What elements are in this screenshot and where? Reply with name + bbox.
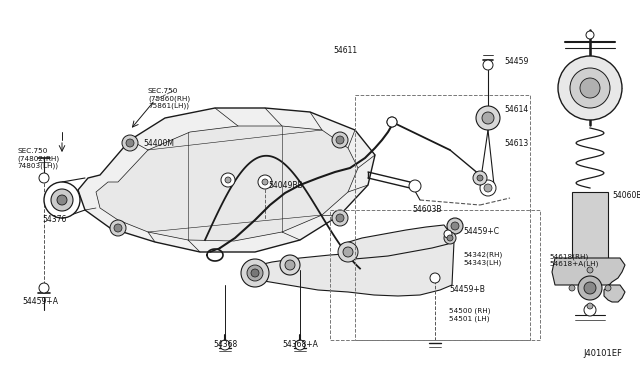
Circle shape [221,173,235,187]
Circle shape [482,112,494,124]
Circle shape [578,276,602,300]
Circle shape [114,224,122,232]
Circle shape [587,267,593,273]
Circle shape [605,285,611,291]
Circle shape [558,56,622,120]
Circle shape [262,179,268,185]
Circle shape [338,242,358,262]
Circle shape [477,175,483,181]
Circle shape [39,173,49,183]
Circle shape [430,273,440,283]
Circle shape [332,132,348,148]
Polygon shape [96,126,358,241]
Circle shape [584,282,596,294]
Circle shape [586,31,594,39]
Circle shape [584,304,596,316]
Polygon shape [246,220,455,296]
Circle shape [387,117,397,127]
Circle shape [447,218,463,234]
Text: 54368: 54368 [213,340,237,349]
Circle shape [122,135,138,151]
Text: 54368+A: 54368+A [282,340,318,349]
Circle shape [570,68,610,108]
Text: 54614: 54614 [504,106,528,115]
Circle shape [258,175,272,189]
Circle shape [44,182,80,218]
Polygon shape [340,225,450,260]
Circle shape [343,247,353,257]
Circle shape [57,195,67,205]
Circle shape [569,285,575,291]
Text: 54603B: 54603B [412,205,442,215]
Circle shape [473,171,487,185]
Circle shape [247,265,263,281]
Text: 54459+A: 54459+A [22,298,58,307]
Text: 54342(RH)
54343(LH): 54342(RH) 54343(LH) [463,252,502,266]
Text: SEC.750
(74802(RH)
74803(LH)): SEC.750 (74802(RH) 74803(LH)) [17,148,59,169]
Circle shape [483,60,493,70]
Text: 54459+C: 54459+C [463,228,499,237]
Polygon shape [552,258,625,302]
Text: J40101EF: J40101EF [583,349,622,358]
Circle shape [280,255,300,275]
Circle shape [126,139,134,147]
Polygon shape [572,192,608,260]
Circle shape [444,230,452,238]
Circle shape [110,220,126,236]
Circle shape [251,269,259,277]
Circle shape [336,214,344,222]
Polygon shape [78,108,375,252]
Circle shape [241,259,269,287]
Text: 54611: 54611 [333,46,357,55]
Circle shape [484,184,492,192]
Circle shape [285,260,295,270]
Text: 54049BB: 54049BB [268,180,303,189]
Circle shape [220,340,230,350]
Circle shape [336,136,344,144]
Circle shape [444,232,456,244]
Text: 54376: 54376 [42,215,67,224]
Circle shape [480,180,496,196]
Text: 54618(RH)
54618+A(LH): 54618(RH) 54618+A(LH) [549,253,598,267]
Text: 54060B: 54060B [612,190,640,199]
Circle shape [51,189,73,211]
Text: 54459+B: 54459+B [449,285,485,295]
Circle shape [332,210,348,226]
Circle shape [451,222,459,230]
Text: 54613: 54613 [504,138,528,148]
Circle shape [580,78,600,98]
Text: 54459: 54459 [504,58,529,67]
Circle shape [387,117,397,127]
Text: SEC.750
(75860(RH)
75861(LH)): SEC.750 (75860(RH) 75861(LH)) [148,88,190,109]
Circle shape [225,177,231,183]
Circle shape [409,180,421,192]
Text: 54400M: 54400M [143,138,174,148]
Text: 54500 (RH)
54501 (LH): 54500 (RH) 54501 (LH) [449,308,490,322]
Circle shape [39,283,49,293]
Circle shape [476,106,500,130]
Circle shape [587,303,593,309]
Circle shape [295,340,305,350]
Circle shape [447,235,453,241]
